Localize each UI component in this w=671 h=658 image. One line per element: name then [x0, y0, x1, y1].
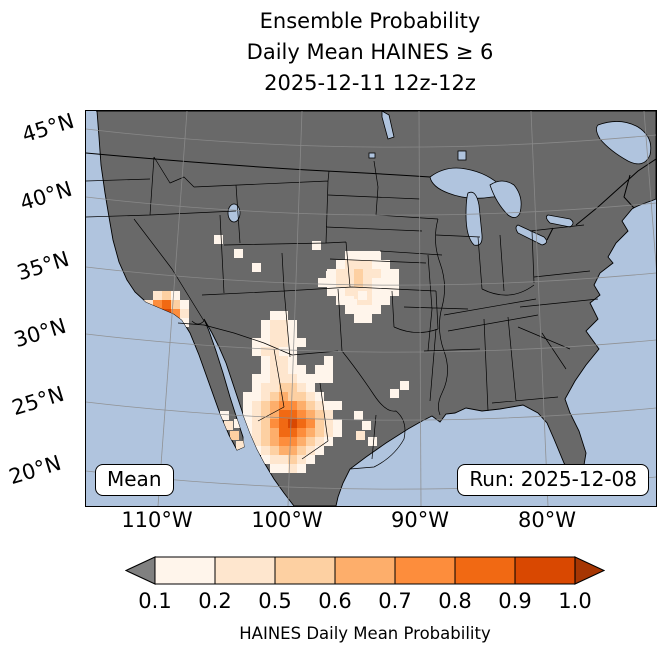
lat-label-35n: 35°N: [14, 246, 72, 286]
colorbar-seg-1: [154, 556, 216, 585]
lon-label-90w: 90°W: [391, 508, 449, 532]
gulf-of-st-lawrence: [596, 121, 652, 165]
title-line-1: Ensemble Probability: [259, 9, 481, 33]
meridian-100w: [287, 111, 303, 506]
colorbar-label: HAINES Daily Mean Probability: [239, 624, 491, 643]
map-frame: Mean Run: 2025-12-08: [85, 110, 657, 507]
colorbar-seg-3: [274, 556, 336, 585]
colorbar-under-arrow: [124, 556, 156, 585]
colorbar-seg-4: [334, 556, 396, 585]
colorbar-svg: [124, 556, 606, 585]
lon-label-80w: 80°W: [518, 508, 576, 532]
colorbar-tick-0.1: 0.1: [138, 589, 172, 613]
lat-label-20n: 20°N: [6, 450, 64, 490]
graticule: [86, 111, 656, 506]
lake-erie: [515, 224, 547, 246]
lon-label-100w: 100°W: [251, 508, 323, 532]
lake-of-the-woods: [368, 152, 376, 159]
mean-label-box: Mean: [95, 464, 174, 496]
lake-huron: [489, 180, 522, 218]
colorbar-seg-5: [394, 556, 456, 585]
colorbar-seg-7: [514, 556, 576, 585]
colorbar-tick-0.5: 0.5: [258, 589, 292, 613]
great-salt-lake: [227, 203, 241, 223]
lake-michigan: [465, 191, 483, 246]
lake-winnipeg: [381, 111, 395, 140]
colorbar-tick-0.8: 0.8: [438, 589, 472, 613]
title-line-2: Daily Mean HAINES ≥ 6: [246, 40, 494, 64]
meridian-70w: [643, 111, 656, 270]
lat-label-40n: 40°N: [17, 176, 75, 216]
colorbar-tick-0.9: 0.9: [498, 589, 532, 613]
colorbar-tick-0.6: 0.6: [318, 589, 352, 613]
figure-title: Ensemble Probability Daily Mean HAINES ≥…: [85, 6, 655, 99]
lat-label-30n: 30°N: [11, 313, 69, 353]
mean-label-text: Mean: [107, 467, 162, 491]
colorbar-tick-1.0: 1.0: [558, 589, 592, 613]
parallel-30n: [86, 333, 656, 353]
colorbar-seg-6: [454, 556, 516, 585]
colorbar-seg-2: [214, 556, 276, 585]
parallel-40n: [86, 196, 656, 216]
meridian-80w: [530, 111, 549, 506]
run-label-box: Run: 2025-12-08: [457, 464, 649, 496]
parallel-25n: [86, 401, 656, 421]
colorbar-tick-0.7: 0.7: [378, 589, 412, 613]
canada-border: [86, 152, 656, 241]
conus-probability-map: [86, 111, 656, 506]
meridian-90w: [418, 111, 422, 506]
meridian-110w: [157, 111, 188, 506]
lakes: [227, 111, 652, 246]
lake-nipigon: [457, 150, 467, 161]
parallel-35n: [86, 266, 656, 286]
lake-ontario: [546, 214, 574, 228]
colorbar: [124, 556, 606, 586]
lat-label-25n: 25°N: [9, 381, 67, 421]
run-label-text: Run: 2025-12-08: [469, 467, 637, 491]
lat-label-45n: 45°N: [19, 108, 77, 148]
lon-label-110w: 110°W: [121, 508, 193, 532]
colorbar-tick-0.2: 0.2: [198, 589, 232, 613]
parallel-45n: [86, 128, 656, 148]
colorbar-over-arrow: [574, 556, 606, 585]
state-boundaries: [86, 156, 599, 470]
title-line-3: 2025-12-11 12z-12z: [264, 71, 476, 95]
